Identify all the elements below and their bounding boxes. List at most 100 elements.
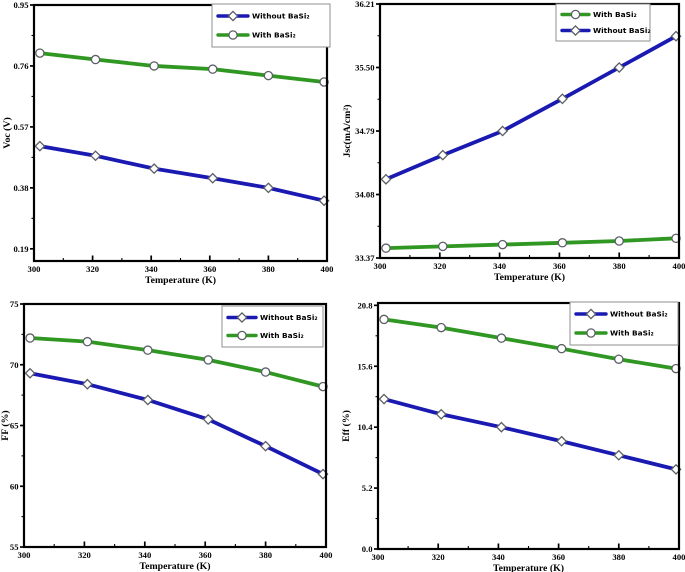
diamond-marker	[378, 393, 390, 405]
plot-frame	[22, 302, 328, 549]
circle-marker	[237, 330, 247, 341]
y-tick-label: 35.50	[355, 63, 374, 73]
ff-chart: 300 320 340 360 380 400 55 60 65 70 75 Temperature …	[0, 286, 342, 572]
x-tick-label: 300	[372, 552, 385, 562]
circle-marker	[614, 236, 624, 246]
y-tick-label: 10.4	[357, 422, 373, 432]
y-tick-label: 0.0	[362, 544, 373, 554]
plot-frame	[32, 3, 329, 263]
series-with-basi	[379, 314, 681, 374]
diamond-marker	[585, 308, 597, 320]
legend: Without BaSi₂ With BaSi₂	[221, 305, 324, 348]
x-tick-label: 360	[203, 264, 216, 274]
y-tick-label: 0.57	[13, 122, 29, 132]
circle-marker	[260, 367, 271, 377]
series-without-basi	[380, 30, 682, 185]
legend-label: Without BaSi₂	[593, 26, 651, 35]
series-line	[28, 336, 325, 389]
x-tick-label: 380	[262, 264, 275, 274]
series-line	[37, 51, 326, 84]
legend-box	[569, 301, 679, 346]
diamond-marker	[380, 173, 392, 185]
circle-marker	[228, 30, 238, 40]
circle-marker	[25, 333, 35, 343]
circle-marker	[82, 336, 93, 347]
diamond-marker	[142, 394, 154, 406]
x-tick-label: 380	[613, 261, 626, 271]
diamond-marker	[34, 140, 46, 152]
diamond-marker	[81, 378, 93, 390]
diamond-marker	[260, 440, 272, 452]
y-tick-label: 70	[10, 360, 19, 370]
circle-marker	[207, 64, 218, 74]
series-with-basi	[35, 48, 329, 87]
y-tick-label: 0.95	[13, 0, 28, 10]
diamond-marker	[207, 172, 219, 184]
x-axis-title: Temperature (K)	[493, 563, 564, 572]
chart-background	[0, 0, 342, 286]
y-tick-label: 60	[10, 481, 19, 491]
legend: Without BaSi₂ With BaSi₂	[569, 301, 679, 346]
y-axis-title: Eff (%)	[342, 410, 352, 442]
diamond-marker	[497, 125, 509, 137]
x-axis-title: Temperature (K)	[494, 272, 565, 283]
y-tick-label: 0.76	[13, 61, 29, 71]
diamond-marker	[24, 367, 36, 379]
axes: 300 320 340 360 380 400 55 60 65 70 75	[10, 299, 333, 560]
circle-marker	[263, 70, 274, 81]
circle-marker	[203, 355, 213, 365]
legend-box	[211, 3, 331, 48]
legend: With BaSi₂ Without BaSi₂	[555, 3, 651, 42]
legend-label: Without BaSi₂	[260, 313, 318, 322]
x-tick-label: 400	[673, 261, 685, 271]
y-tick-label: 5.2	[362, 483, 373, 493]
circle-marker	[35, 48, 45, 58]
series-line	[28, 371, 325, 477]
diamond-marker	[613, 61, 625, 74]
y-tick-label: 65	[10, 421, 19, 431]
x-tick-label: 320	[78, 550, 91, 560]
diamond-marker	[262, 182, 274, 194]
circle-marker	[438, 241, 448, 252]
circle-marker	[379, 314, 389, 325]
series-line	[384, 236, 678, 251]
eff-chart: 300 320 340 360 380 400 0.0 5.2 10.4 15.6 20.8 Temp…	[342, 286, 685, 572]
jsc-chart: 300 320 340 360 380 400 33.37 34.08 34.79 35.50 36…	[342, 0, 685, 286]
legend-label: Without BaSi₂	[610, 310, 668, 319]
x-tick-label: 400	[673, 552, 685, 562]
diamond-marker	[202, 413, 214, 425]
x-tick-label: 320	[86, 264, 99, 274]
axes: 300 320 340 360 380 400 33.37 34.08 34.79 35.50 36…	[355, 0, 685, 271]
circle-marker	[90, 54, 101, 65]
chart-background	[342, 0, 685, 286]
y-tick-label: 15.6	[357, 361, 373, 371]
legend-box	[221, 305, 324, 348]
diamond-marker	[613, 449, 625, 461]
diamond-marker	[435, 408, 447, 420]
legend-label: Without BaSi₂	[252, 12, 310, 21]
plot-frame	[376, 301, 681, 551]
x-tick-label: 360	[553, 261, 566, 271]
voc-chart: 300 320 340 360 380 400 0.19 0.38 0.57 0.76 0.95 Te…	[0, 0, 342, 286]
y-tick-label: 20.8	[357, 300, 373, 310]
x-tick-label: 380	[259, 550, 272, 560]
x-tick-label: 300	[374, 261, 387, 271]
plot-frame	[378, 2, 681, 260]
y-axis-title: Voc (V)	[2, 117, 13, 148]
y-tick-label: 55	[10, 542, 19, 552]
x-axis-title: Temperature (K)	[139, 561, 210, 572]
diamond-marker	[148, 163, 160, 175]
series-line	[382, 317, 678, 371]
legend-label: With BaSi₂	[610, 329, 654, 338]
diamond-marker	[236, 311, 248, 324]
x-tick-label: 300	[18, 550, 31, 560]
series-with-basi	[25, 333, 328, 392]
y-tick-label: 75	[10, 299, 19, 309]
circle-marker	[556, 343, 567, 354]
x-tick-label: 340	[492, 552, 505, 562]
circle-marker	[570, 9, 581, 20]
x-tick-label: 340	[145, 264, 158, 274]
x-tick-label: 300	[28, 264, 41, 274]
circle-marker	[496, 333, 507, 343]
series-line	[384, 34, 678, 182]
